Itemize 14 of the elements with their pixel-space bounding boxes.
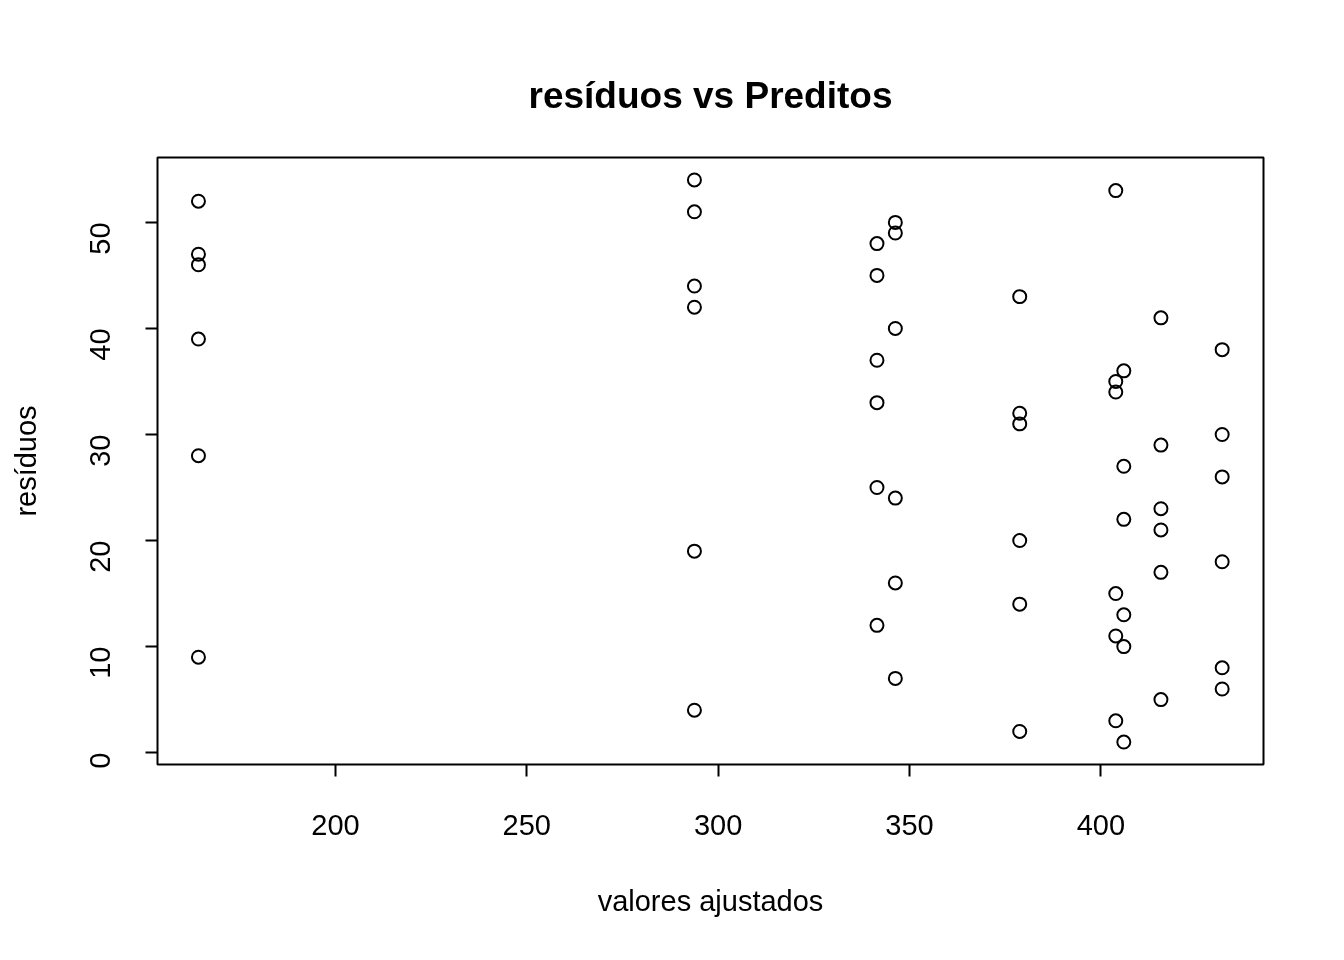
x-tick-label: 400 [1076,808,1126,841]
x-tick-label: 300 [693,808,743,841]
x-tick-label: 200 [311,808,360,841]
chart-title: resíduos vs Preditos [528,74,893,116]
y-tick-label: 50 [84,222,117,255]
x-axis-title: valores ajustados [597,884,824,917]
y-tick-label: 40 [84,328,117,361]
y-tick-label: 0 [84,752,117,769]
x-tick-label: 250 [502,808,551,841]
y-axis-title: resíduos [9,405,42,517]
y-tick-label: 10 [84,646,117,679]
x-tick-label: 350 [885,808,934,841]
y-tick-label: 20 [84,540,117,573]
y-tick-label: 30 [84,434,117,467]
